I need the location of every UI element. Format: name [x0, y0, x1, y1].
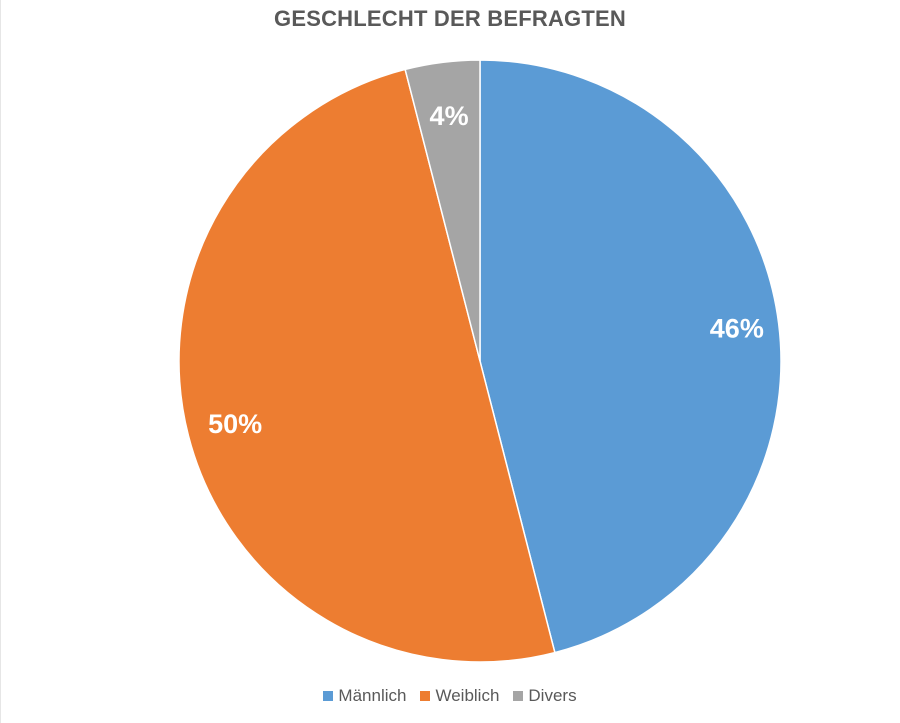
legend-swatch-divers	[513, 691, 524, 701]
legend-swatch-weiblich	[420, 691, 431, 701]
legend-label-weiblich: Weiblich	[435, 686, 500, 705]
pie-slice-divers	[404, 59, 481, 362]
legend-item-weiblich: Weiblich	[420, 686, 499, 706]
legend-item-maennlich: Männlich	[323, 686, 406, 706]
pie-slice-weiblich	[178, 68, 556, 663]
legend-label-maennlich: Männlich	[338, 686, 407, 705]
pie-slice-maennlich	[479, 59, 782, 654]
data-label-weiblich: 50%	[208, 409, 262, 439]
legend-label-divers: Divers	[528, 686, 577, 705]
legend: Männlich Weiblich Divers	[0, 686, 900, 706]
data-label-maennlich: 46%	[710, 314, 764, 344]
data-label-divers: 4%	[430, 101, 469, 131]
legend-swatch-maennlich	[323, 691, 334, 701]
chart-title: GESCHLECHT DER BEFRAGTEN	[274, 6, 626, 31]
legend-item-divers: Divers	[513, 686, 577, 706]
